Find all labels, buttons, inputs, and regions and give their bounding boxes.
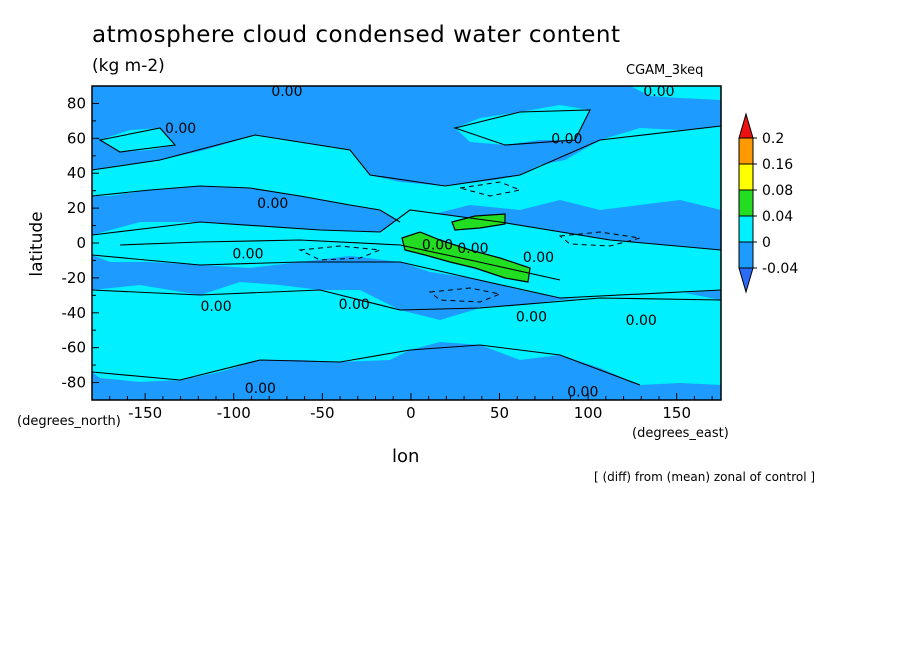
x-tick-label: 50 (490, 404, 509, 422)
contour-line-8 (453, 109, 591, 146)
contour-line-5 (91, 289, 722, 311)
contour-line-6 (91, 344, 641, 386)
x-tick-label: -50 (310, 404, 335, 422)
region-0-0.04-1 (92, 126, 721, 222)
y-tick-label: 40 (67, 164, 86, 182)
dashed-contour-1 (298, 245, 381, 261)
contour-label: 0.00 (457, 241, 488, 257)
colorbar-segment (738, 189, 754, 217)
region-0-0.04-5 (100, 128, 175, 152)
y-tick-label: -20 (62, 269, 87, 287)
contour-label: 0.00 (165, 121, 196, 137)
contour-line-7 (119, 239, 561, 281)
colorbar-arrow-bottom (738, 267, 754, 294)
dashed-contour-4 (459, 181, 522, 197)
contour-label: 0.00 (643, 84, 674, 100)
region-0.04-0.08-b (451, 213, 506, 231)
colorbar-arrow-top (738, 112, 754, 139)
colorbar-label: 0.08 (762, 183, 793, 199)
map-fill (92, 86, 721, 400)
contour-line-3 (91, 209, 722, 251)
chart-title: atmosphere cloud condensed water content (92, 22, 621, 48)
region-0-0.04-4 (455, 105, 590, 145)
x-axis-label: lon (392, 446, 420, 467)
contour-label: 0.00 (516, 309, 547, 325)
contour-label: 0.00 (422, 238, 453, 254)
x-unit-label: (degrees_east) (632, 426, 729, 441)
colorbar-label: 0.04 (762, 209, 793, 225)
chart-units: (kg m-2) (92, 56, 165, 76)
x-tick-label: -150 (128, 404, 162, 422)
y-tick-label: -40 (62, 304, 87, 322)
dashed-contour-3 (558, 231, 641, 247)
region-0-0.04-2 (92, 210, 721, 300)
colorbar-label: -0.04 (762, 261, 798, 277)
contour-label: 0.00 (271, 84, 302, 100)
contour-label: 0.00 (339, 297, 370, 313)
comparison-note: [ (diff) from (mean) zonal of control ] (594, 470, 816, 484)
y-tick-label: 20 (67, 199, 86, 217)
y-tick-label: 0 (76, 234, 86, 252)
contour-line-1 (91, 185, 401, 223)
contour-label: 0.00 (232, 246, 263, 262)
y-tick-label: -60 (62, 339, 87, 357)
x-tick-label: -100 (217, 404, 251, 422)
colorbar-segment (738, 241, 754, 269)
y-tick-label: 60 (67, 129, 86, 147)
dashed-contour-2 (428, 287, 502, 303)
colorbar-label: 0 (762, 235, 771, 251)
dataset-label: CGAM_3keq (626, 63, 704, 78)
y-unit-label: (degrees_north) (17, 414, 121, 429)
contour-label: 0.00 (551, 131, 582, 147)
contour-label: 0.00 (567, 384, 598, 400)
colorbar-segment (738, 163, 754, 191)
y-axis: -80 -60 -40 -20 0 20 40 60 80 (62, 85, 99, 401)
region-0-0.04-6 (630, 86, 721, 100)
colorbar-segment (738, 137, 754, 165)
colorbar: 0.2 0.16 0.08 0.04 0 -0.04 (738, 112, 798, 294)
contour-label: 0.00 (523, 250, 554, 266)
contour-label: 0.00 (245, 381, 276, 397)
contour-labels: 0.00 0.000.000.000.000.000.00 0.000.000.00… (165, 84, 675, 400)
contour-label: 0.00 (200, 299, 231, 315)
region-0.04-0.08-a (401, 231, 531, 283)
region-0-0.04-3 (92, 282, 721, 385)
y-axis-label: latitude (27, 211, 47, 276)
contour-lines (91, 109, 722, 386)
colorbar-segment (738, 215, 754, 243)
x-tick-label: 0 (406, 404, 416, 422)
contour-line-2 (91, 125, 722, 187)
contour-label: 0.00 (257, 196, 288, 212)
y-tick-label: -80 (62, 374, 87, 392)
contour-label: 0.00 (626, 313, 657, 329)
y-tick-label: 80 (67, 94, 86, 112)
x-axis: -150 -100 -50 0 50 100 150 (109, 393, 713, 422)
contour-line-9 (98, 127, 177, 153)
x-tick-label: 150 (662, 404, 691, 422)
x-tick-label: 100 (574, 404, 603, 422)
colorbar-label: 0.16 (762, 157, 793, 173)
colorbar-label: 0.2 (762, 131, 784, 147)
contour-line-4 (91, 254, 722, 299)
